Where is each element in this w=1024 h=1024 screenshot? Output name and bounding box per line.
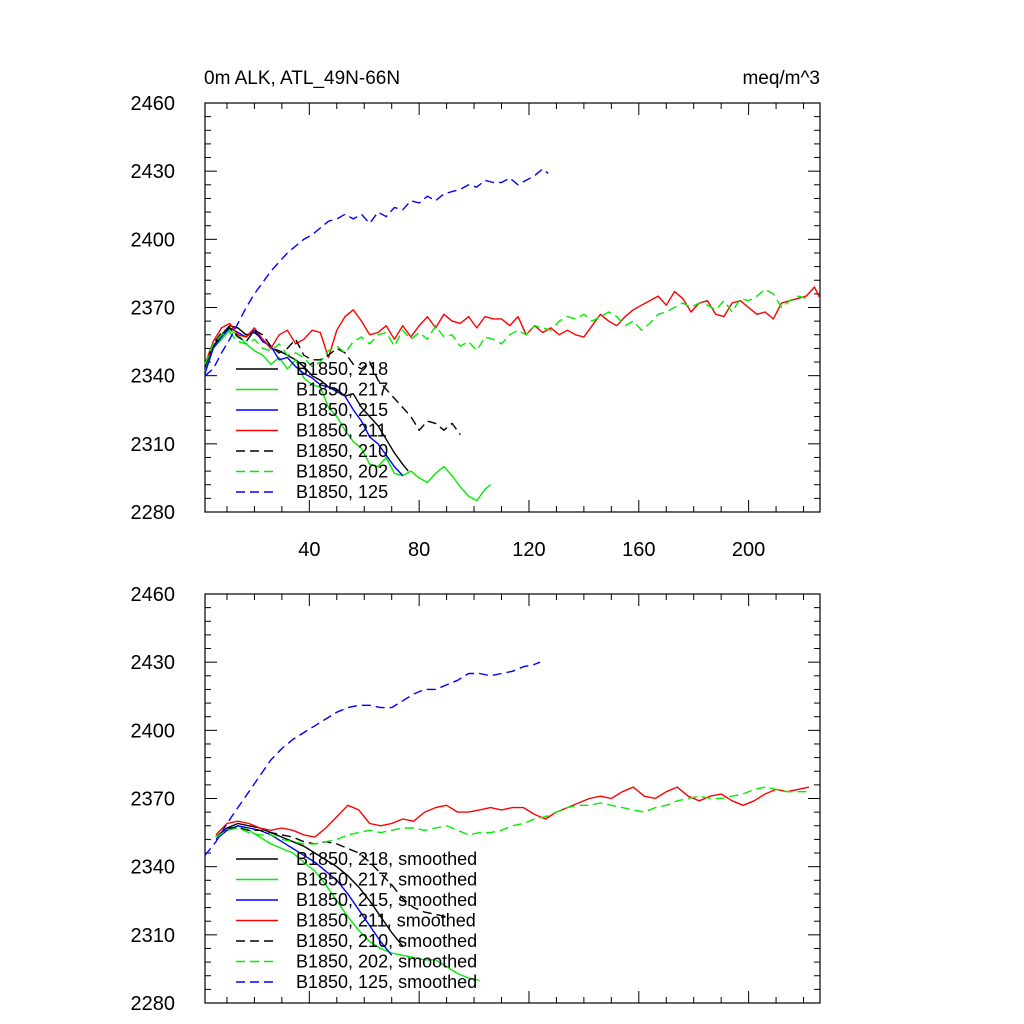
series-line-7: [204, 661, 541, 856]
legend-label-1: B1850, 218, smoothed: [296, 849, 477, 869]
series-group: [204, 168, 821, 502]
x-tick-label: 160: [622, 539, 655, 561]
y-tick-label: 2370: [131, 298, 176, 320]
y-tick-label: 2460: [131, 584, 176, 606]
y-tick-label: 2280: [131, 502, 176, 524]
series-line-6: [215, 786, 809, 845]
bottom-panel: 2280 2310 2340 2370 2400 2430 2460 B1850, 218, …: [131, 584, 821, 1015]
y-tick-label: 2340: [131, 857, 176, 879]
y-tick-label: 2310: [131, 925, 176, 947]
y-tick-label: 2430: [131, 161, 176, 183]
legend-label-3: B1850, 215: [296, 400, 388, 420]
legend-label-1: B1850, 218: [296, 359, 388, 379]
series-line-1: [215, 822, 404, 947]
legend-label-3: B1850, 215, smoothed: [296, 890, 477, 910]
x-tick-label: 40: [298, 539, 320, 561]
legend-label-4: B1850, 211, smoothed: [296, 911, 476, 931]
x-tick-label: 200: [732, 539, 765, 561]
series-group: [204, 661, 810, 981]
top-panel: 0m ALK, ATL_49N-66N meq/m^3 2280 2310 2340…: [131, 68, 821, 561]
chart-title-left: 0m ALK, ATL_49N-66N: [204, 68, 400, 89]
y-tick-label: 2280: [131, 993, 176, 1015]
legend-label-2: B1850, 217, smoothed: [296, 870, 477, 890]
series-line-1: [204, 325, 409, 472]
legend-label-7: B1850, 125: [296, 482, 388, 502]
y-tick-label: 2340: [131, 366, 176, 388]
legend-label-4: B1850, 211: [296, 421, 387, 441]
chart-title-right: meq/m^3: [742, 68, 820, 89]
series-line-7: [204, 168, 549, 377]
y-tick-label: 2310: [131, 434, 176, 456]
y-tick-label: 2400: [131, 229, 176, 251]
series-line-2: [215, 825, 480, 981]
series-line-5: [204, 327, 461, 436]
y-tick-label: 2460: [131, 93, 176, 115]
series-line-2: [204, 329, 491, 502]
legend-label-5: B1850, 210, smoothed: [296, 931, 477, 951]
series-line-4: [204, 286, 821, 365]
series-line-3: [204, 327, 404, 477]
y-tick-label: 2430: [131, 652, 176, 674]
y-tick-label: 2400: [131, 720, 176, 742]
legend-label-7: B1850, 125, smoothed: [296, 972, 477, 992]
series-line-6: [204, 288, 807, 368]
x-tick-label: 80: [408, 539, 430, 561]
series-line-5: [215, 827, 447, 918]
series-line-3: [215, 825, 393, 956]
legend-label-6: B1850, 202: [296, 462, 388, 482]
legend-label-5: B1850, 210: [296, 441, 388, 461]
y-tick-label: 2370: [131, 789, 176, 811]
legend-label-6: B1850, 202, smoothed: [296, 952, 477, 972]
series-line-4: [215, 786, 810, 838]
x-tick-label: 120: [512, 539, 545, 561]
legend-label-2: B1850, 217: [296, 380, 388, 400]
